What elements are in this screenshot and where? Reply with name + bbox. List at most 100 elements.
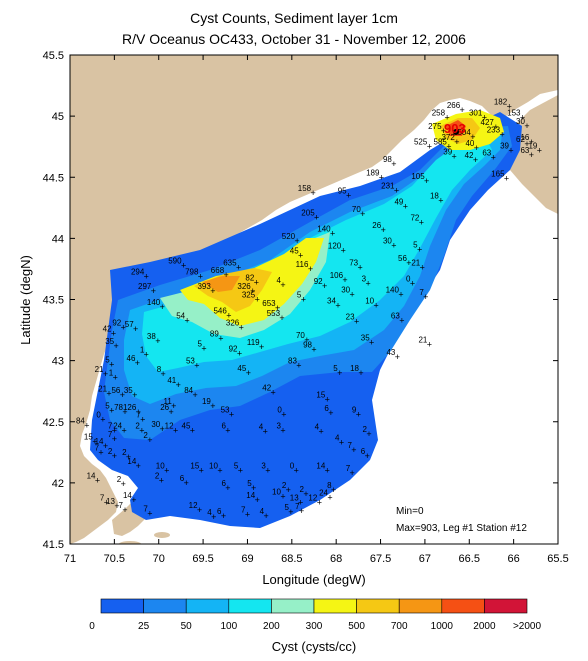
- station-marker: +: [236, 263, 241, 273]
- station-marker: +: [327, 493, 332, 503]
- station-label: 126: [123, 403, 137, 412]
- station-marker: +: [210, 286, 215, 296]
- station-marker: +: [381, 225, 386, 235]
- station-label: 7: [108, 421, 113, 430]
- station-marker: +: [194, 361, 199, 371]
- station-label: 16: [520, 133, 529, 142]
- station-label: 6: [361, 447, 366, 456]
- station-marker: +: [103, 441, 108, 451]
- station-marker: +: [112, 451, 117, 461]
- station-label: 10: [272, 487, 281, 496]
- station-marker: +: [144, 350, 149, 360]
- station-marker: +: [460, 105, 465, 115]
- station-label: 72: [410, 213, 419, 222]
- station-label: 653: [262, 299, 276, 308]
- station-label: 57: [125, 320, 134, 329]
- station-marker: +: [394, 186, 399, 196]
- station-marker: +: [354, 317, 359, 327]
- station-label: 7: [119, 501, 124, 510]
- station-label: 5: [105, 355, 110, 364]
- station-label: 5: [333, 364, 338, 373]
- station-label: 83: [288, 357, 297, 366]
- station-label: 8: [327, 481, 332, 490]
- station-marker: +: [441, 126, 446, 136]
- station-label: 24: [113, 421, 122, 430]
- station-marker: +: [318, 427, 323, 437]
- station-label: 35: [105, 337, 114, 346]
- station-label: 6: [221, 479, 226, 488]
- station-label: 49: [394, 198, 403, 207]
- station-marker: +: [417, 244, 422, 254]
- station-label: 2: [155, 471, 160, 480]
- station-label: 5: [297, 291, 302, 300]
- station-label: 10: [365, 297, 374, 306]
- station-label: 7: [108, 430, 113, 439]
- station-label: 7: [143, 504, 148, 513]
- station-label: 585: [434, 138, 448, 147]
- station-label: 78: [114, 403, 123, 412]
- station-marker: +: [330, 228, 335, 238]
- station-marker: +: [221, 511, 226, 521]
- station-marker: +: [199, 466, 204, 476]
- station-marker: +: [111, 329, 116, 339]
- station-label: 5: [413, 240, 418, 249]
- max-station-marker: [453, 129, 459, 135]
- station-label: 5: [247, 479, 252, 488]
- station-marker: +: [427, 142, 432, 152]
- station-marker: +: [192, 390, 197, 400]
- station-label: 45: [290, 246, 299, 255]
- station-label: 70: [352, 205, 361, 214]
- station-marker: +: [211, 512, 216, 522]
- station-marker: +: [311, 345, 316, 355]
- station-label: 2: [300, 485, 305, 494]
- station-label: 326: [226, 319, 240, 328]
- colorbar-segment: [185, 598, 230, 614]
- station-label: 14: [246, 491, 255, 500]
- station-marker: +: [109, 406, 114, 416]
- station-marker: +: [135, 358, 140, 368]
- y-tick-label: 45.5: [43, 50, 64, 62]
- station-label: 546: [213, 306, 227, 315]
- station-label: 18: [350, 364, 359, 373]
- station-marker: +: [159, 475, 164, 485]
- colorbar-segment: [313, 598, 357, 614]
- station-marker: +: [391, 241, 396, 251]
- station-marker: +: [265, 466, 270, 476]
- station-label: 1: [140, 346, 145, 355]
- station-marker: +: [164, 466, 169, 476]
- station-label: 12: [165, 421, 174, 430]
- station-marker: +: [520, 112, 525, 122]
- station-marker: +: [239, 323, 244, 333]
- station-label: 11: [163, 397, 172, 406]
- station-label: 26: [372, 221, 381, 230]
- station-marker: +: [524, 121, 529, 131]
- x-axis-label: Longitude (degW): [262, 572, 365, 587]
- station-marker: +: [190, 425, 195, 435]
- colorbar-tick-label: 300: [306, 621, 323, 632]
- map-subtitle: R/V Oceanus OC433, October 31 - November…: [122, 31, 466, 47]
- colorbar-segment: [356, 598, 400, 614]
- station-label: 95: [338, 187, 347, 196]
- y-tick-label: 44: [52, 233, 64, 245]
- y-axis-label: Latitude (degN): [18, 255, 33, 345]
- station-marker: +: [331, 485, 336, 495]
- station-label: 15: [316, 391, 325, 400]
- station-marker: +: [176, 380, 181, 390]
- station-label: 7: [95, 443, 100, 452]
- station-marker: +: [237, 348, 242, 358]
- station-marker: +: [114, 501, 119, 511]
- station-marker: +: [147, 508, 152, 518]
- station-label: 45: [237, 364, 246, 373]
- station-label: 92: [314, 277, 323, 286]
- station-marker: +: [106, 389, 111, 399]
- station-label: 520: [282, 232, 296, 241]
- station-marker: +: [399, 315, 404, 325]
- station-label: 15: [84, 432, 93, 441]
- station-label: 21: [418, 336, 427, 345]
- station-label: 35: [124, 386, 133, 395]
- station-label: 140: [147, 298, 161, 307]
- station-label: 10: [209, 462, 218, 471]
- y-tick-label: 43: [52, 356, 64, 368]
- station-label: 98: [383, 155, 392, 164]
